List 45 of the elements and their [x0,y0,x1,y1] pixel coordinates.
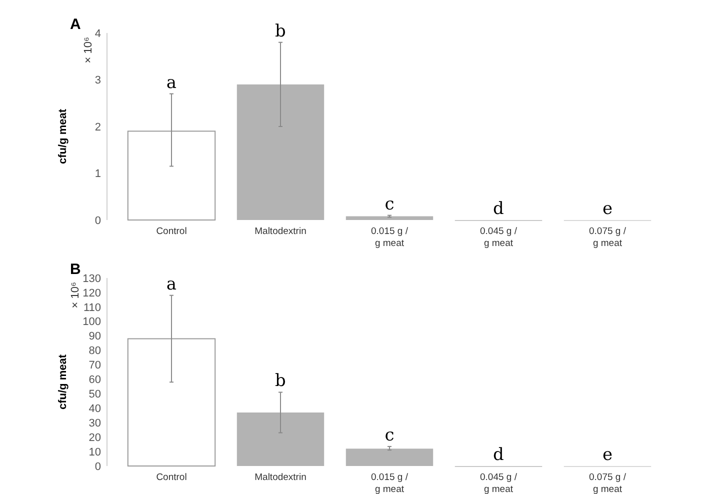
annotation: d [493,445,504,465]
annotation: e [602,445,613,465]
annotation: b [275,371,286,392]
annotation: c [384,425,394,446]
text: × 10⁶ [82,37,94,64]
x-tick-label: 0.075 g / g meat [589,226,626,249]
y-tick-label: 1 [94,168,101,180]
x-tick-label: Control [156,226,187,237]
y-axis-title: cfu/g meat [57,354,69,410]
chart-title: B [70,261,81,278]
y-tick-label: 30 [88,417,101,430]
annotation: d [493,199,504,219]
y-tick-label: 4 [94,28,101,40]
x-tick-label: 0.045 g / g meat [480,226,518,249]
y-tick-label: 70 [88,360,101,372]
text: × 10⁶ [70,282,82,308]
x-tick-label: 0.075 g / g meat [589,472,626,494]
x-tick-label: Maltodextrin [254,472,306,483]
y-tick-label: 50 [88,388,101,401]
y-tick-label: 2 [94,121,101,134]
y-tick-label: 0 [94,460,101,473]
y-tick-label: 0 [94,214,101,227]
annotation: a [166,72,177,93]
annotation: a [166,274,177,294]
x-tick-label: 0.015 g / g meat [371,226,408,249]
y-tick-label: 90 [88,330,101,343]
annotation: e [602,199,613,219]
x-tick-label: Maltodextrin [254,226,306,237]
y-tick-label: 20 [88,432,101,444]
annotation: c [384,194,394,214]
y-tick-label: 3 [94,74,101,87]
y-tick-label: 130 [82,272,101,285]
y-axis-title: cfu/g meat [57,108,69,164]
x-tick-label: Control [156,472,187,483]
y-tick-label: 10 [88,446,101,458]
y-tick-label: 110 [83,302,101,314]
y-tick-label: 60 [88,374,101,386]
y-tick-label: 120 [82,287,101,300]
y-tick-label: 40 [88,403,101,416]
y-tick-label: 100 [82,316,101,328]
annotation: b [275,21,286,42]
x-tick-label: 0.015 g / g meat [371,472,408,494]
chart-title: A [70,16,81,33]
x-tick-label: 0.045 g / g meat [480,472,518,494]
y-tick-label: 80 [88,345,101,358]
